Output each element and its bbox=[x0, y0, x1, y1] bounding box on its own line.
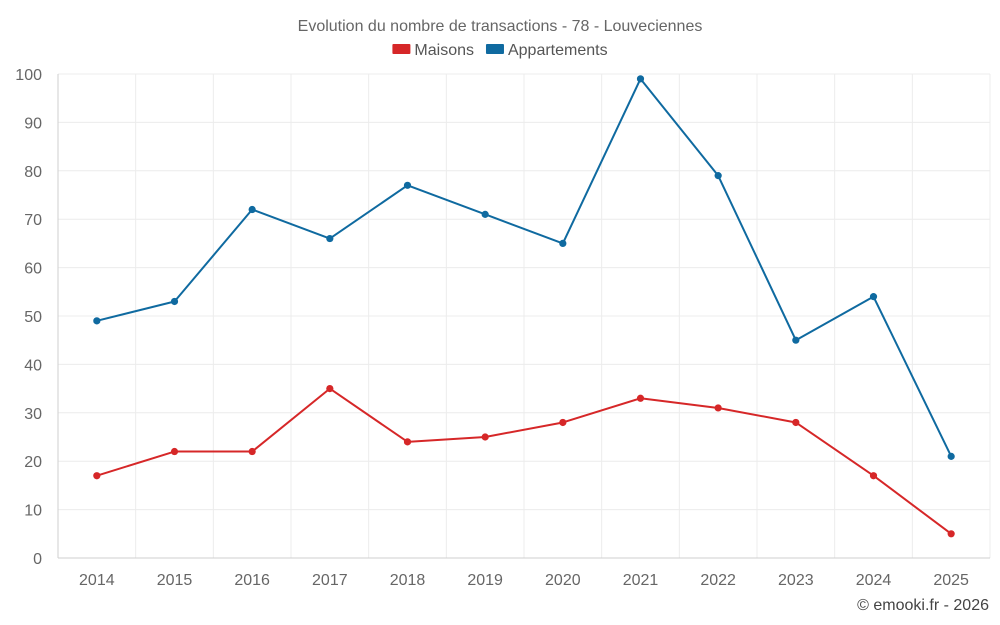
axes: 0 10 20 30 40 50 60 70 80 90 100 2014 2015 2016 2017 20… bbox=[15, 67, 990, 589]
x-tick-label: 2023 bbox=[778, 572, 814, 589]
legend[interactable]: Maisons Appartements bbox=[392, 42, 608, 59]
y-tick-label: 30 bbox=[24, 406, 42, 423]
data-point-maisons[interactable] bbox=[792, 418, 800, 427]
legend-item-appartements[interactable]: Appartements bbox=[485, 42, 608, 59]
data-point-appartements[interactable] bbox=[559, 239, 567, 247]
data-point-appartements[interactable] bbox=[326, 234, 334, 243]
data-point-maisons[interactable] bbox=[481, 433, 489, 441]
x-tick-label: 2024 bbox=[856, 572, 892, 589]
legend-swatch bbox=[392, 44, 411, 54]
grid bbox=[57, 73, 991, 558]
data-point-appartements[interactable] bbox=[93, 317, 101, 325]
legend-item-maisons[interactable]: Maisons bbox=[392, 42, 474, 59]
x-tick-label: 2022 bbox=[700, 572, 736, 589]
data-point-maisons[interactable] bbox=[714, 404, 722, 412]
data-point-appartements[interactable] bbox=[170, 297, 179, 306]
y-tick-label: 90 bbox=[24, 115, 42, 132]
data-point-maisons[interactable] bbox=[559, 418, 567, 427]
data-point-maisons[interactable] bbox=[248, 447, 256, 456]
legend-label: Appartements bbox=[508, 42, 608, 59]
x-tick-label: 2020 bbox=[545, 572, 581, 589]
x-tick-label: 2025 bbox=[933, 572, 969, 589]
y-tick-label: 50 bbox=[24, 309, 42, 326]
credit-text: © emooki.fr - 2026 bbox=[857, 597, 989, 614]
x-tick-label: 2015 bbox=[157, 572, 193, 589]
y-tick-label: 20 bbox=[24, 454, 42, 471]
data-point-maisons[interactable] bbox=[403, 438, 412, 446]
y-tick-label: 70 bbox=[24, 212, 42, 229]
x-tick-label: 2017 bbox=[312, 572, 348, 589]
x-tick-label: 2019 bbox=[467, 572, 503, 589]
data-point-maisons[interactable] bbox=[170, 447, 179, 456]
y-tick-label: 40 bbox=[24, 357, 42, 374]
series-line-maisons bbox=[96, 387, 952, 535]
data-point-appartements[interactable] bbox=[869, 293, 878, 301]
legend-label: Maisons bbox=[414, 42, 474, 59]
y-tick-label: 80 bbox=[24, 164, 42, 181]
series bbox=[93, 75, 955, 538]
data-point-maisons[interactable] bbox=[326, 385, 334, 393]
y-tick-label: 60 bbox=[24, 261, 42, 278]
data-point-maisons[interactable] bbox=[869, 472, 878, 480]
y-tick-label: 0 bbox=[33, 551, 42, 568]
data-point-appartements[interactable] bbox=[636, 75, 645, 83]
x-tick-label: 2021 bbox=[623, 572, 659, 589]
chart-title: Evolution du nombre de transactions - 78… bbox=[298, 18, 703, 35]
data-point-appartements[interactable] bbox=[248, 205, 256, 214]
x-tick-label: 2016 bbox=[234, 572, 270, 589]
data-point-appartements[interactable] bbox=[403, 181, 412, 189]
data-point-maisons[interactable] bbox=[947, 530, 955, 538]
data-point-maisons[interactable] bbox=[93, 472, 101, 480]
y-tick-label: 100 bbox=[15, 67, 42, 84]
data-point-appartements[interactable] bbox=[947, 452, 955, 460]
x-tick-label: 2018 bbox=[390, 572, 426, 589]
series-line-appartements bbox=[96, 77, 953, 457]
x-tick-label: 2014 bbox=[79, 572, 115, 589]
legend-swatch bbox=[485, 44, 504, 54]
data-point-appartements[interactable] bbox=[481, 210, 489, 218]
data-point-appartements[interactable] bbox=[792, 336, 800, 344]
data-point-appartements[interactable] bbox=[714, 172, 722, 180]
y-tick-label: 10 bbox=[24, 503, 42, 520]
data-point-maisons[interactable] bbox=[636, 394, 645, 402]
